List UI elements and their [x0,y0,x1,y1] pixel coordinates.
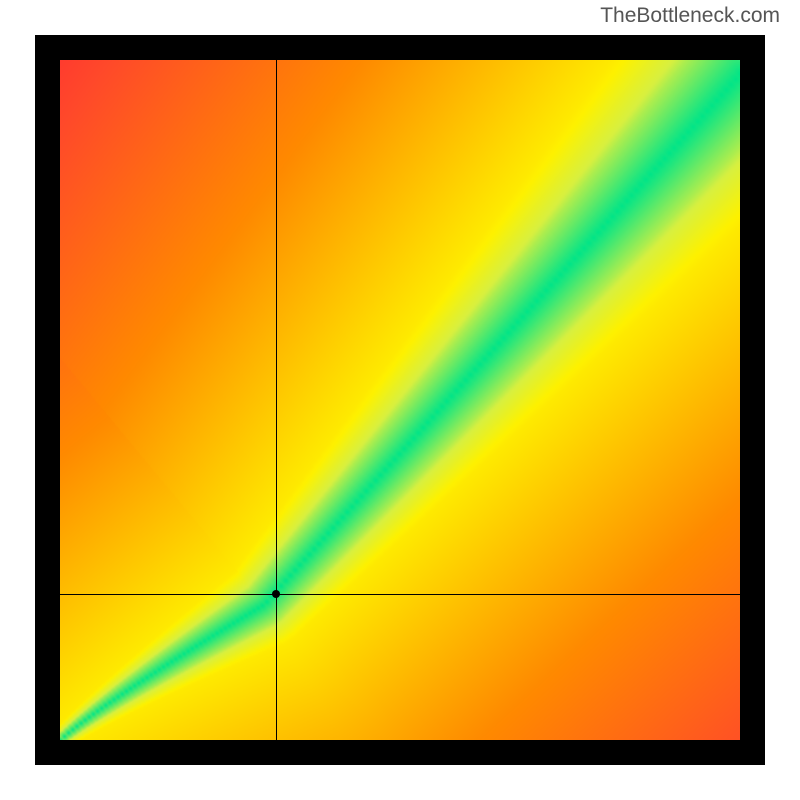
chart-container: TheBottleneck.com [0,0,800,800]
watermark-text: TheBottleneck.com [600,4,780,28]
plot-area [60,60,740,740]
crosshair-vertical [276,60,277,740]
plot-frame [35,35,765,765]
crosshair-horizontal [60,594,740,595]
heatmap-canvas [60,60,740,740]
marker-dot [272,590,280,598]
